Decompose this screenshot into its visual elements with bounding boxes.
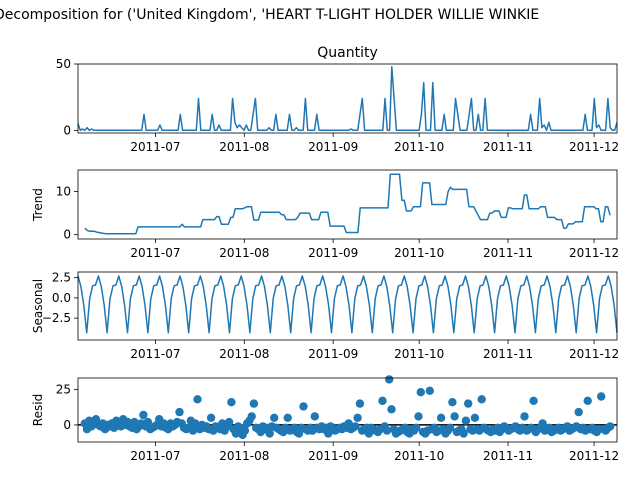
x-tick-label: 2011-08 (219, 449, 269, 463)
x-tick-label: 2011-08 (219, 347, 269, 361)
x-tick-label: 2011-12 (569, 347, 619, 361)
resid-point (520, 412, 529, 421)
resid-point (249, 399, 259, 408)
axes-frame (77, 169, 618, 240)
resid-point (265, 429, 274, 438)
resid-point (597, 392, 606, 401)
resid-point (139, 410, 148, 420)
x-tick-label: 2011-10 (394, 140, 444, 154)
panel-trend: Trend 0 10 2011-07 2011-08 2011-09 2011-10 2011… (31, 169, 619, 260)
resid-point (414, 412, 423, 421)
resid-point (193, 395, 202, 404)
figure-suptitle: Decomposition for ('United Kingdom', 'HE… (0, 7, 640, 25)
y-tick-label: 25 (56, 382, 71, 396)
resid-point (191, 419, 200, 428)
series-line (77, 65, 618, 132)
x-tick-label: 2011-11 (483, 347, 533, 361)
series-line (77, 275, 618, 334)
resid-point (464, 399, 473, 408)
y-tick-label: −2.5 (42, 311, 71, 325)
resid-point (224, 417, 234, 427)
resid-point (175, 407, 184, 417)
resid-point (206, 413, 216, 422)
y-tick-label: 50 (56, 57, 71, 71)
axes-frame (77, 271, 618, 341)
resid-point (412, 423, 421, 432)
suptitle-text: Decomposition for ('United Kingdom', 'HE… (0, 7, 540, 23)
x-tick-label: 2011-10 (394, 347, 444, 361)
resid-point (470, 413, 480, 422)
x-tick-label: 2011-07 (130, 449, 180, 463)
panel-resid: Resid 0 25 2011-07 2011-08 2011-09 2011-10 2011… (31, 375, 619, 463)
x-tick-label: 2011-07 (130, 347, 180, 361)
x-tick-label: 2011-10 (394, 246, 444, 260)
resid-point (416, 388, 425, 397)
resid-point (387, 405, 396, 414)
resid-point (436, 413, 446, 422)
resid-point (445, 423, 455, 432)
resid-point (529, 396, 538, 405)
y-tick-label: 10 (56, 185, 71, 199)
y-axis-label: Trend (31, 188, 45, 222)
resid-point (459, 429, 468, 438)
resid-point (143, 417, 153, 427)
panel-seasonal: Seasonal−2.5 0.0 2.5 2011-07 2011-08 2011-09 2… (31, 271, 619, 361)
x-tick-label: 2011-11 (483, 449, 533, 463)
y-tick-label: 0 (63, 418, 71, 432)
x-tick-label: 2011-12 (569, 449, 619, 463)
x-tick-label: 2011-12 (569, 246, 619, 260)
resid-point (382, 426, 392, 435)
resid-point (231, 429, 241, 438)
resid-point (538, 419, 547, 428)
x-tick-label: 2011-09 (308, 347, 358, 361)
resid-point (477, 395, 486, 404)
y-tick-label: 0 (63, 228, 71, 242)
resid-point (247, 412, 256, 421)
x-tick-label: 2011-08 (219, 246, 269, 260)
x-tick-label: 2011-07 (130, 140, 180, 154)
resid-point (270, 413, 279, 422)
resid-point (351, 422, 360, 431)
panel-title: Quantity (317, 45, 378, 61)
resid-point (425, 386, 434, 395)
resid-point (283, 413, 292, 422)
resid-point (227, 398, 236, 407)
panel-quantity: Quantity 0 50 2011-07 2011-08 2011-09 2011-10 2… (56, 45, 619, 154)
y-axis-label: Seasonal (31, 279, 45, 333)
x-tick-label: 2011-11 (483, 246, 533, 260)
x-tick-label: 2011-12 (569, 140, 619, 154)
resid-point (461, 416, 471, 425)
y-axis-label: Resid (31, 394, 45, 426)
series-line (84, 173, 611, 235)
x-tick-label: 2011-09 (308, 449, 358, 463)
x-tick-label: 2011-09 (308, 140, 358, 154)
resid-point (450, 412, 459, 421)
y-tick-label: 0.0 (52, 291, 71, 305)
resid-point (240, 426, 250, 435)
axes-frame (77, 63, 618, 134)
resid-point (385, 375, 394, 384)
x-tick-label: 2011-07 (130, 246, 180, 260)
resid-point (583, 396, 592, 405)
x-tick-label: 2011-10 (394, 449, 444, 463)
resid-point (448, 398, 457, 407)
resid-point (574, 407, 583, 417)
resid-point (606, 422, 615, 431)
y-tick-label: 0 (63, 123, 71, 137)
resid-point (188, 426, 198, 435)
x-tick-label: 2011-09 (308, 246, 358, 260)
resid-point (310, 412, 319, 421)
axes-frame (77, 377, 618, 443)
resid-point (378, 396, 387, 405)
resid-point (299, 402, 308, 411)
resid-point (355, 399, 365, 408)
x-tick-label: 2011-08 (219, 140, 269, 154)
y-tick-label: 2.5 (52, 271, 71, 285)
resid-point (324, 429, 333, 438)
x-tick-label: 2011-11 (483, 140, 533, 154)
resid-point (353, 413, 362, 422)
